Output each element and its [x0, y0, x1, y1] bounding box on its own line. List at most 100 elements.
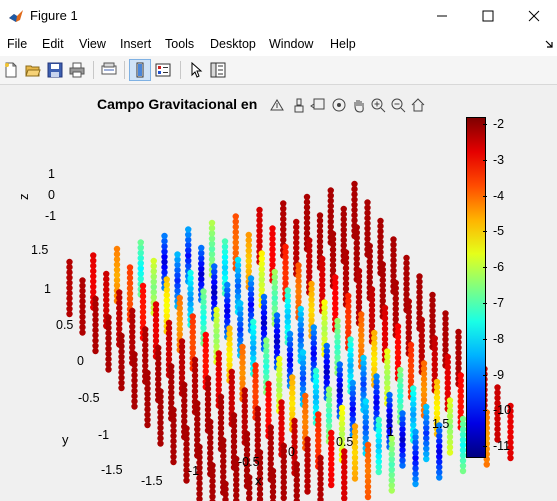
- minimize-button[interactable]: [419, 0, 465, 32]
- field-point: [157, 419, 164, 426]
- field-point: [355, 293, 363, 301]
- rotate-3d-button[interactable]: [330, 96, 348, 114]
- property-inspector-button[interactable]: [207, 59, 229, 81]
- export-axes-button[interactable]: [268, 96, 286, 114]
- field-point: [183, 477, 190, 484]
- link-plot-button[interactable]: [98, 59, 120, 81]
- field-point: [384, 374, 391, 381]
- field-point: [373, 383, 380, 391]
- field-point: [165, 319, 173, 327]
- field-point: [150, 268, 157, 275]
- zoom-out-icon: [391, 98, 406, 113]
- close-button[interactable]: [511, 0, 557, 32]
- data-tips-button[interactable]: [309, 96, 327, 114]
- menu-file[interactable]: File: [7, 37, 28, 51]
- field-point: [103, 286, 110, 293]
- colorbar-toggle-button[interactable]: [129, 59, 151, 81]
- field-point: [152, 316, 160, 324]
- pan-button[interactable]: [350, 96, 368, 114]
- field-point: [237, 305, 244, 312]
- field-point: [155, 365, 162, 372]
- field-point: [323, 358, 330, 365]
- legend-toggle-button[interactable]: [152, 59, 174, 81]
- field-point: [386, 423, 393, 430]
- edit-plot-button[interactable]: [185, 59, 207, 81]
- field-point: [213, 332, 220, 340]
- field-point: [507, 423, 514, 430]
- field-point: [269, 230, 276, 237]
- field-point: [234, 272, 242, 279]
- field-point: [306, 242, 313, 249]
- dock-arrow-icon[interactable]: [545, 40, 553, 48]
- field-point: [137, 270, 144, 277]
- y-tick-label: 0.5: [56, 318, 74, 332]
- zoom-out-button[interactable]: [389, 96, 407, 114]
- field-point: [423, 440, 430, 447]
- field-point: [431, 366, 438, 373]
- field-point: [364, 235, 371, 243]
- field-point: [260, 314, 268, 321]
- field-point: [280, 236, 287, 244]
- minimize-icon: [437, 15, 447, 17]
- gravitational-field-plot[interactable]: [0, 85, 557, 501]
- new-figure-button[interactable]: [0, 59, 22, 81]
- field-point: [273, 343, 281, 350]
- field-point: [444, 369, 451, 376]
- field-point: [416, 294, 423, 301]
- field-point: [174, 251, 181, 258]
- menu-view[interactable]: View: [79, 37, 106, 51]
- brush-button[interactable]: [290, 96, 308, 114]
- field-point: [455, 365, 462, 372]
- field-point: [280, 458, 287, 465]
- field-point: [403, 265, 410, 272]
- save-button[interactable]: [44, 59, 66, 81]
- field-point: [263, 368, 270, 375]
- field-point: [92, 327, 99, 334]
- field-point: [332, 289, 339, 297]
- field-point: [353, 255, 360, 262]
- field-point: [163, 276, 170, 283]
- menu-insert[interactable]: Insert: [120, 37, 152, 51]
- maximize-button[interactable]: [465, 0, 511, 32]
- field-point: [246, 474, 253, 481]
- maximize-icon: [482, 10, 494, 22]
- field-point: [340, 242, 347, 249]
- field-point: [341, 453, 348, 460]
- field-point: [291, 449, 298, 456]
- menu-help[interactable]: Help: [330, 37, 356, 51]
- menu-window[interactable]: Window: [269, 37, 314, 51]
- field-point: [273, 338, 281, 345]
- field-point: [388, 450, 395, 458]
- restore-view-button[interactable]: [409, 96, 427, 114]
- menu-edit[interactable]: Edit: [42, 37, 64, 51]
- field-point: [293, 487, 300, 494]
- menu-desktop[interactable]: Desktop: [210, 37, 256, 51]
- field-point: [215, 386, 222, 394]
- field-point: [176, 294, 183, 302]
- field-point: [444, 364, 451, 371]
- field-point: [410, 406, 417, 413]
- field-point: [161, 269, 168, 276]
- field-point: [317, 465, 324, 472]
- field-point: [373, 378, 380, 385]
- field-point: [379, 276, 386, 284]
- open-file-button[interactable]: [22, 59, 44, 81]
- field-point: [233, 492, 240, 499]
- field-point: [388, 456, 395, 463]
- field-point: [250, 344, 257, 352]
- field-point: [338, 425, 346, 432]
- field-point: [256, 485, 264, 493]
- field-point: [267, 439, 274, 447]
- field-point: [105, 314, 112, 321]
- field-point: [246, 495, 253, 501]
- menu-tools[interactable]: Tools: [165, 37, 195, 51]
- field-point: [336, 392, 343, 399]
- field-point: [126, 285, 134, 292]
- field-point: [213, 327, 220, 334]
- field-point: [168, 384, 175, 391]
- print-button[interactable]: [66, 59, 88, 81]
- field-point: [129, 344, 136, 351]
- colorbar[interactable]: [466, 117, 486, 458]
- field-point: [340, 205, 347, 213]
- zoom-in-button[interactable]: [369, 96, 387, 114]
